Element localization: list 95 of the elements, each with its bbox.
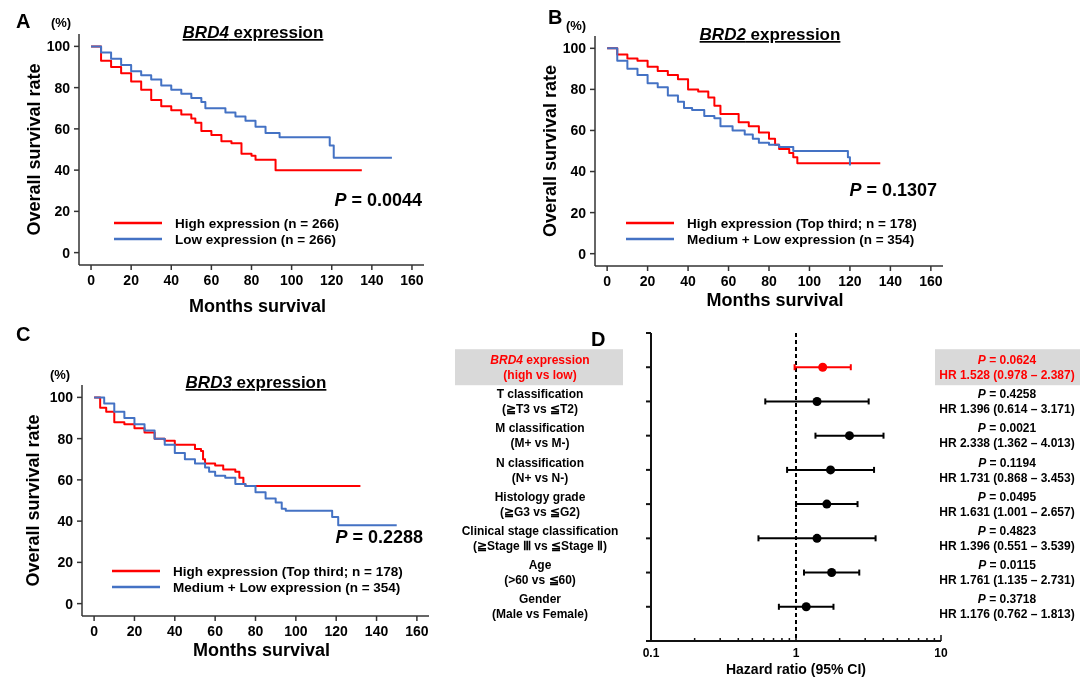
data-label: P = 0.4823 HR 1.396 (0.551 – 3.539) <box>939 524 1075 554</box>
x-tick-label: 20 <box>126 623 143 639</box>
chart-title: BRD2 expression <box>699 25 841 44</box>
data-label: P = 0.0495 HR 1.631 (1.001 – 2.657) <box>939 489 1075 519</box>
x-tick-label: 140 <box>878 273 903 289</box>
y-tick-label: 60 <box>570 122 587 139</box>
y-tick-label: 0 <box>62 244 71 261</box>
x-tick-label: 0.1 <box>642 646 660 660</box>
x-tick-label: 0 <box>603 273 612 289</box>
y-tick-label: 60 <box>57 471 74 488</box>
y-tick-label: 20 <box>57 554 74 571</box>
y-tick-label: 40 <box>570 163 587 180</box>
x-tick-label: 60 <box>203 272 220 288</box>
y-tick-label: Age (>60 vs ≦60) <box>504 558 576 588</box>
y-tick-label: Gender (Male vs Female) <box>491 592 589 622</box>
x-tick-label: 100 <box>279 272 304 288</box>
y-tick-label: 20 <box>570 204 587 221</box>
data-label: P = 0.0021 HR 2.338 (1.362 – 4.013) <box>939 421 1075 451</box>
text: C <box>16 323 31 345</box>
x-tick-label: 80 <box>247 623 264 639</box>
x-tick-label: 80 <box>761 273 777 289</box>
legend-label: Medium + Low expression (n = 354) <box>173 579 401 595</box>
x-tick-label: 0 <box>90 623 99 639</box>
y-tick-label: Clinical stage classification (≧Stage Ⅲ vs ≦Stage Ⅱ) <box>461 524 619 554</box>
point <box>822 499 832 509</box>
x-tick-label: 0 <box>87 272 96 288</box>
y-tick-label: 40 <box>57 513 74 530</box>
y-tick-label: 0 <box>65 595 74 612</box>
y-tick-label: 100 <box>46 38 71 55</box>
y-tick-label: T classification (≧T3 vs ≦T2) <box>496 387 584 417</box>
x-tick-label: 100 <box>797 273 822 289</box>
data-label: P = 0.0115 HR 1.761 (1.135 – 2.731) <box>939 558 1075 588</box>
annotation: P = 0.0044 <box>334 190 422 210</box>
x-tick-label: 40 <box>680 273 697 289</box>
y-tick-label: 60 <box>54 120 71 137</box>
text: D <box>591 328 606 350</box>
x-tick-label: 20 <box>639 273 656 289</box>
text: A <box>16 10 31 32</box>
y-tick-label: N classification (N+ vs N-) <box>495 455 585 485</box>
point <box>812 396 822 406</box>
legend-label: High expression (Top third; n = 178) <box>173 563 403 579</box>
x-tick-label: 40 <box>163 272 180 288</box>
text: B <box>548 6 563 28</box>
data-label: P = 0.1194 HR 1.731 (0.868 – 3.453) <box>939 455 1075 485</box>
x-tick-label: 160 <box>405 623 429 639</box>
annotation: P = 0.1307 <box>849 180 937 200</box>
point <box>826 465 836 475</box>
y-tick-label: 40 <box>54 162 71 179</box>
y-axis-title: Overall survival rate <box>540 64 560 238</box>
chart-title: BRD4 expression <box>182 23 324 42</box>
x-axis-title: Hazard ratio (95% CI) <box>725 661 867 677</box>
x-tick-label: 160 <box>400 272 424 288</box>
y-axis-title: Overall survival rate <box>23 414 43 587</box>
text: (%) <box>565 18 587 33</box>
x-axis-title: Months survival <box>189 296 327 316</box>
y-tick-label: 0 <box>578 245 587 262</box>
x-tick-label: 10 <box>934 646 948 660</box>
x-tick-label: 140 <box>364 623 389 639</box>
x-tick-label: 60 <box>720 273 737 289</box>
y-tick-label: Histology grade (≧G3 vs ≦G2) <box>494 489 586 519</box>
x-tick-label: 80 <box>243 272 260 288</box>
y-tick-label: 20 <box>54 203 71 220</box>
text: (%) <box>49 367 71 382</box>
x-tick-label: 60 <box>207 623 224 639</box>
x-tick-label: 1 <box>792 646 800 660</box>
x-tick-label: 120 <box>838 273 862 289</box>
point <box>812 533 822 543</box>
x-tick-label: 40 <box>167 623 183 639</box>
legend-label: Low expression (n = 266) <box>175 231 336 247</box>
legend-label: High expression (Top third; n = 178) <box>687 215 917 231</box>
y-tick-label: 100 <box>49 389 74 406</box>
annotation: P = 0.2288 <box>335 527 423 547</box>
text: (%) <box>50 15 72 30</box>
data-label: P = 0.4258 HR 1.396 (0.614 – 3.171) <box>939 387 1075 417</box>
y-tick-label: 80 <box>57 430 74 447</box>
y-tick-label: BRD4 expression (high vs low) <box>490 352 590 382</box>
y-tick-label: M classification (M+ vs M-) <box>495 421 585 451</box>
y-tick-label: 80 <box>54 79 71 96</box>
x-tick-label: 120 <box>320 272 344 288</box>
data-label: P = 0.3718 HR 1.176 (0.762 – 1.813) <box>939 592 1075 622</box>
x-tick-label: 140 <box>360 272 384 288</box>
x-tick-label: 160 <box>919 273 943 289</box>
x-tick-label: 120 <box>324 623 349 639</box>
legend-label: Medium + Low expression (n = 354) <box>687 231 915 247</box>
point <box>827 568 837 578</box>
y-tick-label: 100 <box>562 40 587 57</box>
x-axis-title: Months survival <box>193 640 331 660</box>
point <box>818 362 828 372</box>
y-axis-title: Overall survival rate <box>24 63 44 236</box>
y-tick-label: 80 <box>570 81 587 98</box>
chart-title: BRD3 expression <box>185 373 327 392</box>
x-tick-label: 100 <box>284 623 308 639</box>
x-axis-title: Months survival <box>706 290 844 310</box>
x-tick-label: 20 <box>123 272 140 288</box>
legend-label: High expression (n = 266) <box>175 215 339 231</box>
